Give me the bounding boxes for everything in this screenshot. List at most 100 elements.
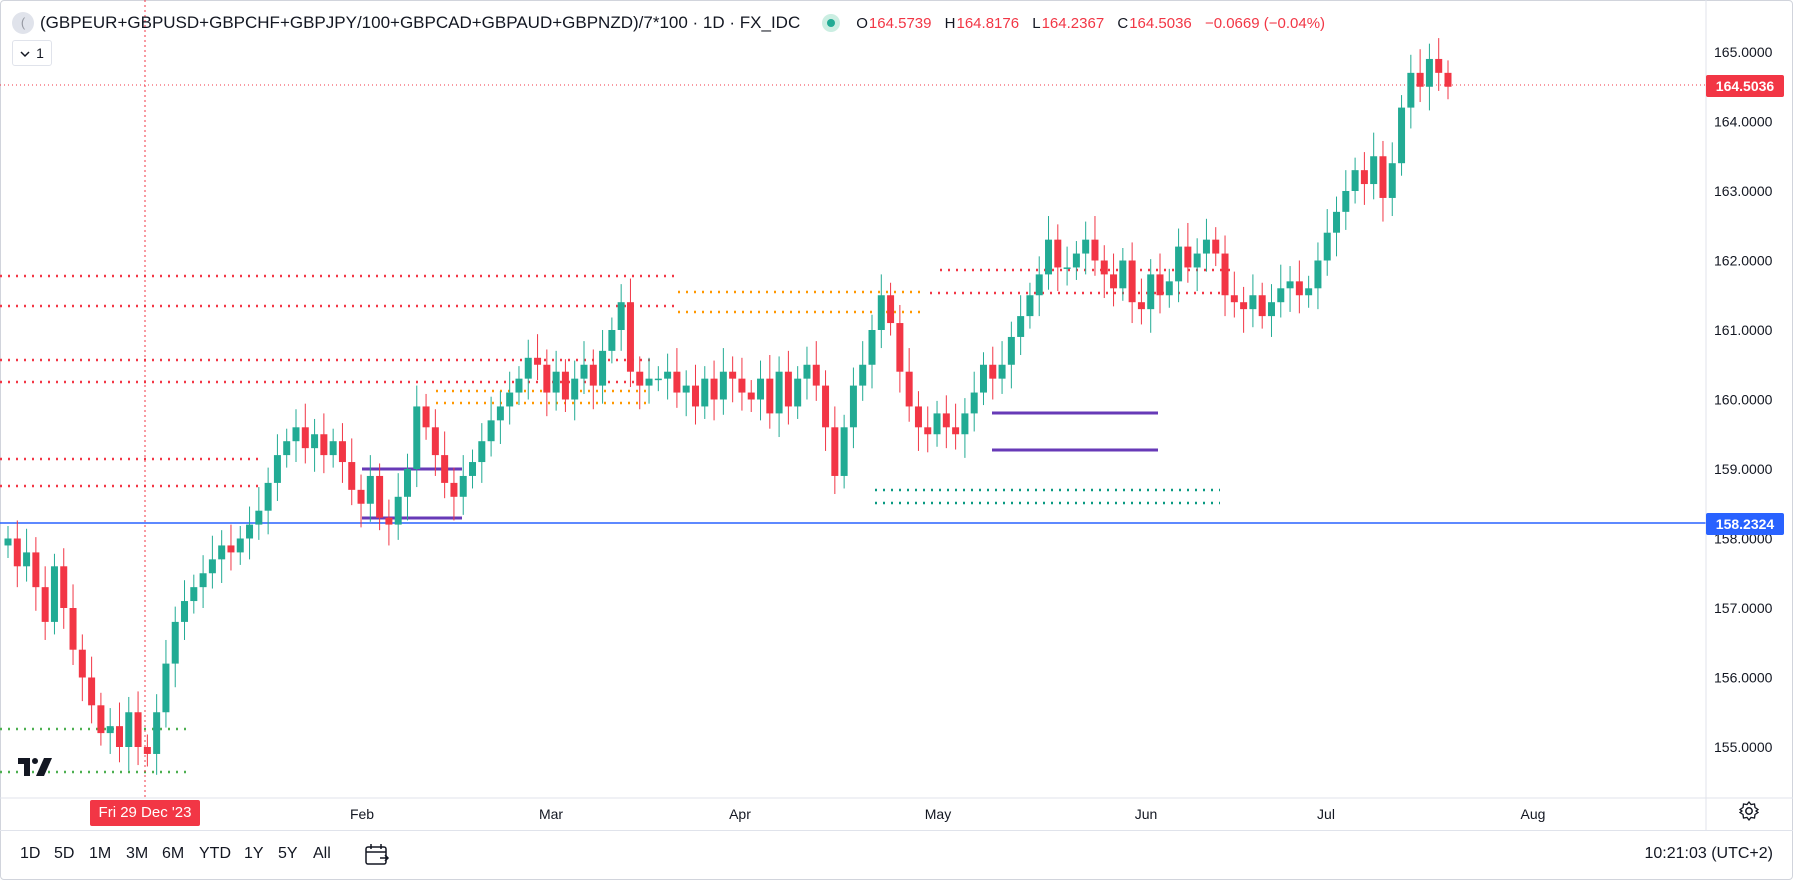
- candle-body: [664, 371, 672, 379]
- range-1d-button[interactable]: 1D: [20, 845, 41, 862]
- range-1m-button[interactable]: 1M: [89, 845, 112, 862]
- candle-body: [673, 371, 681, 393]
- candle-body: [989, 364, 997, 379]
- candle-body: [385, 517, 393, 525]
- candle-body: [366, 475, 374, 504]
- tradingview-logo-icon[interactable]: [16, 756, 56, 778]
- range-all-button[interactable]: All: [313, 845, 331, 862]
- candle-body: [264, 482, 272, 511]
- candle-body: [227, 545, 235, 553]
- range-ytd-button[interactable]: YTD: [199, 845, 231, 862]
- candle-body: [914, 406, 922, 428]
- range-5d-button[interactable]: 5D: [54, 845, 75, 862]
- candle-body: [1221, 253, 1229, 296]
- candle-body: [487, 420, 495, 442]
- candle-body: [1305, 288, 1313, 296]
- time-tick-label: Apr: [729, 806, 751, 822]
- candle-body: [822, 385, 830, 428]
- range-1y-button[interactable]: 1Y: [244, 845, 264, 862]
- time-tick-label: Mar: [539, 806, 563, 822]
- candle-body: [106, 726, 114, 734]
- bottom-toolbar: 1D 5D 1M 3M 6M YTD 1Y 5Y All 10:21:03 (U…: [0, 830, 1793, 879]
- candle-body: [1277, 288, 1285, 303]
- calendar-icon[interactable]: [364, 843, 390, 867]
- candle-body: [747, 392, 755, 400]
- candle-body: [134, 712, 142, 747]
- symbol-title[interactable]: (GBPEUR+GBPUSD+GBPCHF+GBPJPY/100+GBPCAD+…: [40, 13, 801, 32]
- candles: [4, 38, 1452, 775]
- candle-body: [394, 496, 402, 525]
- candle-body: [329, 441, 337, 456]
- candle-body: [376, 475, 384, 518]
- candle-body: [1295, 281, 1303, 296]
- candle-body: [998, 364, 1006, 379]
- candle-body: [905, 371, 913, 407]
- candle-body: [1379, 156, 1387, 198]
- clock-timezone[interactable]: 10:21:03 (UTC+2): [1644, 845, 1773, 862]
- candle-body: [738, 378, 746, 393]
- candle-body: [32, 552, 40, 588]
- candle-body: [719, 371, 727, 400]
- range-5y-button[interactable]: 5Y: [278, 845, 298, 862]
- candle-body: [1342, 191, 1350, 212]
- candle-body: [952, 427, 960, 435]
- symbol-icon[interactable]: (: [12, 12, 34, 34]
- price-tick-label: 155.0000: [1714, 739, 1773, 755]
- open-value: 164.5739: [868, 14, 932, 32]
- candle-body: [208, 559, 216, 574]
- candle-body: [1045, 239, 1053, 275]
- candle-body: [181, 601, 189, 622]
- candle-body: [1267, 302, 1275, 317]
- candle-body: [403, 469, 411, 497]
- candle-body: [1416, 72, 1424, 87]
- time-axis[interactable]: Feb Mar Apr May Jun Jul Aug: [350, 806, 1546, 822]
- candle-body: [115, 726, 123, 747]
- candle-body: [218, 545, 226, 560]
- candle-body: [1333, 211, 1341, 233]
- candle-body: [69, 608, 77, 650]
- candle-body: [1202, 239, 1210, 254]
- price-axis[interactable]: 165.0000 164.0000 163.0000 162.0000 161.0000…: [1714, 44, 1773, 755]
- crosshair-date-tag: Fri 29 Dec '23: [90, 800, 200, 826]
- candle-body: [961, 413, 969, 435]
- candle-body: [246, 524, 254, 539]
- candle-body: [413, 406, 421, 469]
- candle-body: [1435, 58, 1443, 73]
- candle-body: [617, 302, 625, 330]
- candle-body: [41, 587, 49, 622]
- candle-body: [1007, 336, 1015, 365]
- candle-body: [654, 378, 662, 381]
- candle-body: [199, 573, 207, 588]
- candle-body: [311, 434, 319, 449]
- candle-body: [357, 489, 365, 504]
- chart-canvas[interactable]: 165.0000 164.0000 163.0000 162.0000 161.0000…: [0, 0, 1793, 830]
- candle-body: [1407, 72, 1415, 108]
- candle-body: [1286, 281, 1294, 289]
- candle-body: [896, 323, 904, 372]
- candle-body: [515, 378, 523, 393]
- candle-body: [88, 677, 96, 706]
- chevron-down-icon: [20, 45, 30, 61]
- candle-body: [50, 566, 58, 622]
- market-open-icon[interactable]: [822, 14, 841, 32]
- candle-body: [1026, 295, 1034, 317]
- change-value: −0.0669 (−0.04%): [1204, 14, 1326, 32]
- horizontal-line-price-tag: 158.2324: [1706, 513, 1784, 535]
- price-tick-label: 165.0000: [1714, 44, 1773, 60]
- candle-body: [506, 392, 514, 407]
- candle-body: [1425, 58, 1433, 87]
- collapse-legend-button[interactable]: 1: [12, 40, 52, 66]
- high-value: 164.8176: [956, 14, 1020, 32]
- gear-icon[interactable]: [1738, 800, 1760, 822]
- candle-body: [1258, 295, 1266, 317]
- close-value: 164.5036: [1129, 14, 1192, 32]
- candle-body: [422, 406, 430, 428]
- candle-body: [1323, 232, 1331, 261]
- time-tick-label: Jul: [1317, 806, 1335, 822]
- range-3m-button[interactable]: 3M: [126, 845, 149, 862]
- candle-body: [803, 364, 811, 379]
- range-6m-button[interactable]: 6M: [162, 845, 185, 862]
- price-tick-label: 163.0000: [1714, 183, 1773, 199]
- candle-body: [273, 455, 281, 483]
- price-tick-label: 164.0000: [1714, 114, 1773, 130]
